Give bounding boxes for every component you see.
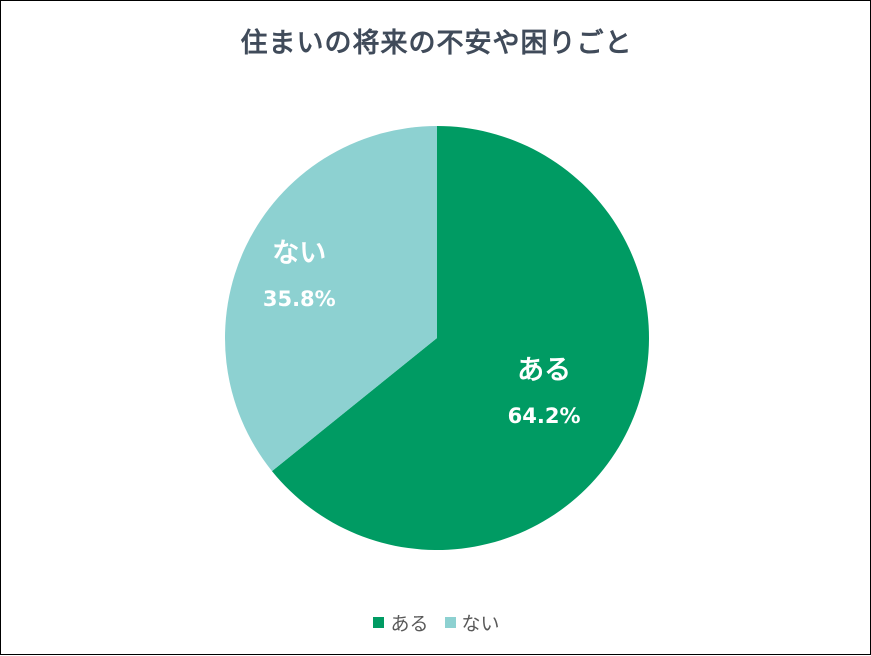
legend-swatch-nai	[444, 617, 456, 628]
legend-item-aru: ある	[373, 609, 429, 636]
chart-title: 住まいの将来の不安や困りごと	[240, 28, 633, 59]
pie-slice-nai	[225, 126, 437, 472]
slice-value-label-nai: 35.8%	[263, 287, 336, 311]
legend-label-nai: ない	[461, 613, 500, 635]
slice-value-label-aru: 64.2%	[508, 404, 581, 428]
legend: ある ない	[1, 609, 871, 636]
legend-label-aru: ある	[390, 613, 429, 635]
pie-slice-aru	[271, 126, 649, 550]
legend-item-nai: ない	[444, 609, 500, 636]
slice-category-label-nai: ない	[272, 238, 326, 269]
slice-category-label-aru: ある	[517, 355, 571, 386]
legend-swatch-aru	[373, 617, 385, 628]
